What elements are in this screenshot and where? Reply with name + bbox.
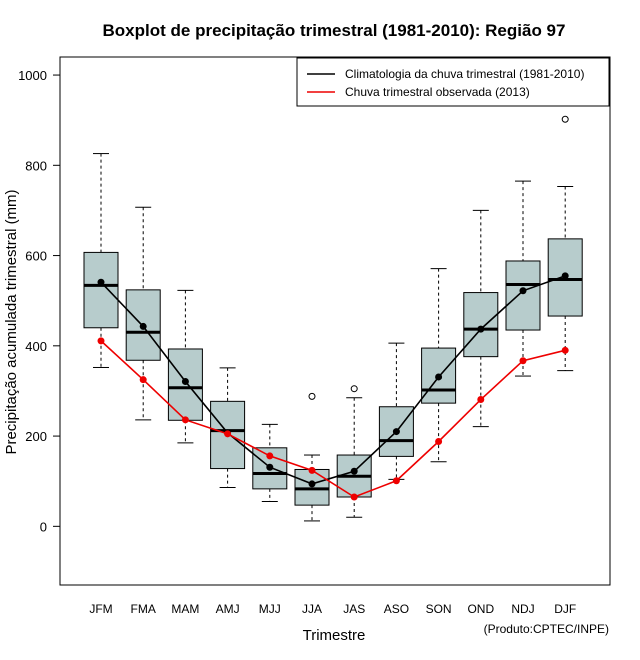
x-tick-label: JJA <box>302 602 322 616</box>
box-amj <box>210 367 246 489</box>
series-point-climatology <box>350 467 358 475</box>
box-ndj <box>505 180 541 377</box>
series-point-observed <box>224 430 232 438</box>
x-tick-label: MAM <box>171 602 199 616</box>
y-tick-label: 800 <box>25 158 47 173</box>
x-tick-label: AMJ <box>216 602 240 616</box>
y-tick-label: 600 <box>25 249 47 264</box>
outlier-point <box>350 385 358 393</box>
series-point-climatology <box>139 322 147 330</box>
series-layer <box>97 272 569 501</box>
series-point-climatology <box>266 463 274 471</box>
y-tick-label: 0 <box>40 519 47 534</box>
x-tick-label: JFM <box>89 602 112 616</box>
x-axis-label: Trimestre <box>303 627 366 644</box>
y-tick-label: 400 <box>25 339 47 354</box>
x-tick-label: MJJ <box>259 602 281 616</box>
y-axis: 0 200 400 600 800 1000 <box>18 68 61 534</box>
box-djf <box>547 115 583 372</box>
legend-label-observed: Chuva trimestral observada (2013) <box>345 85 530 99</box>
box-aso <box>378 342 414 480</box>
x-tick-label: NDJ <box>511 602 534 616</box>
series-line-climatology <box>100 275 566 485</box>
series-point-climatology <box>561 272 569 280</box>
series-point-observed <box>350 493 358 501</box>
x-tick-label: OND <box>467 602 494 616</box>
y-tick-label: 200 <box>25 429 47 444</box>
y-axis-label: Precipitação acumulada trimestral (mm) <box>3 189 20 454</box>
series-point-observed <box>97 337 105 345</box>
series-point-observed <box>266 452 274 460</box>
box-son <box>421 268 457 463</box>
x-tick-label: SON <box>426 602 452 616</box>
chart-title: Boxplot de precipitação trimestral (1981… <box>103 21 566 40</box>
series-point-climatology <box>392 428 400 436</box>
outlier-point <box>308 392 316 400</box>
x-tick-label: JAS <box>343 602 365 616</box>
series-point-climatology <box>97 278 105 286</box>
box-jfm <box>83 153 119 368</box>
x-tick-label: DJF <box>554 602 576 616</box>
outlier-point <box>561 115 569 123</box>
series-point-climatology <box>435 373 443 381</box>
boxes-layer <box>83 115 583 522</box>
box-iqr <box>505 260 541 331</box>
series-line-observed <box>100 340 566 498</box>
box-iqr <box>83 251 119 329</box>
x-axis: JFM FMA MAM AMJ MJJ JJA JAS ASO SON OND NDJ DJF <box>89 602 576 616</box>
credit-label: (Produto:CPTEC/INPE) <box>484 622 609 636</box>
series-point-climatology <box>519 287 527 295</box>
box-jja <box>294 392 330 522</box>
box-ond <box>463 209 499 428</box>
box-mjj <box>252 423 288 503</box>
series-point-observed <box>392 477 400 485</box>
series-point-climatology <box>181 377 189 385</box>
series-point-climatology <box>308 480 316 488</box>
box-iqr <box>463 292 499 358</box>
series-point-observed <box>519 357 527 365</box>
legend-label-climatology: Climatologia da chuva trimestral (1981-2… <box>345 67 584 81</box>
series-point-observed <box>561 346 569 354</box>
series-point-observed <box>435 437 443 445</box>
series-point-observed <box>139 376 147 384</box>
legend-box <box>296 57 610 107</box>
series-point-observed <box>308 466 316 474</box>
legend: Climatologia da chuva trimestral (1981-2… <box>296 57 610 107</box>
x-tick-label: ASO <box>384 602 409 616</box>
series-point-climatology <box>477 325 485 333</box>
y-tick-label: 1000 <box>18 68 47 83</box>
x-tick-label: FMA <box>131 602 156 616</box>
series-point-observed <box>181 416 189 424</box>
series-point-observed <box>477 396 485 404</box>
